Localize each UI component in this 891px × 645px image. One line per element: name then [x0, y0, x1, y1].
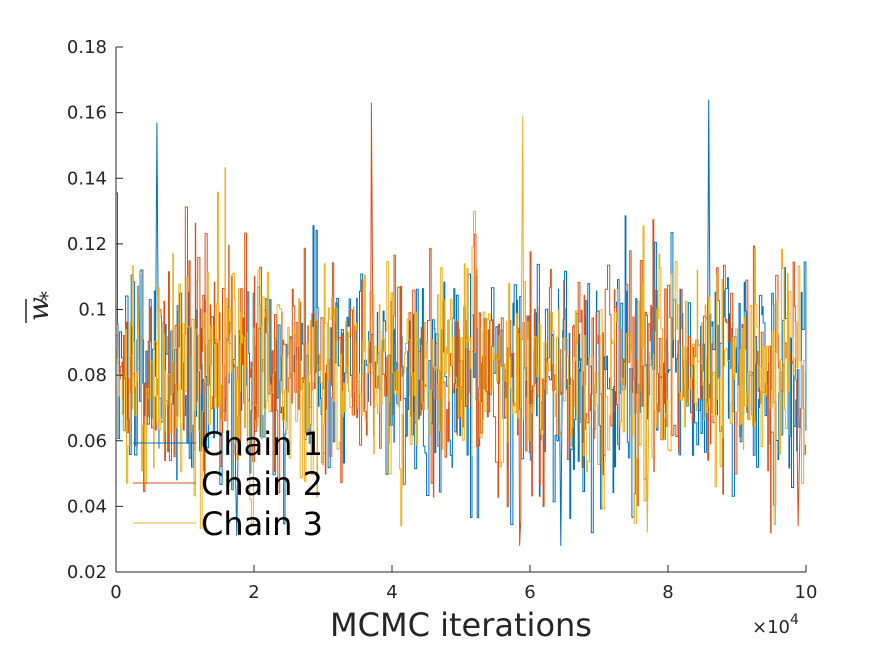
legend-label: Chain 2	[201, 465, 323, 503]
ticks: 0 2 4 6 8 10 0.02 0.04 0.06 0.08 0.1 0.12 0.14 0.16 0.…	[67, 37, 818, 603]
y-tick-label: 0.1	[78, 300, 107, 321]
y-tick-label: 0.06	[67, 431, 107, 452]
svg-text:*: *	[35, 291, 59, 301]
x-tick-label: 10	[795, 582, 818, 603]
y-axis-label: w *	[22, 291, 59, 323]
x-tick-label: 2	[248, 582, 259, 603]
series-line-chain-3	[116, 115, 806, 533]
y-tick-label: 0.04	[67, 496, 107, 517]
y-tick-label: 0.02	[67, 562, 107, 583]
legend-label: Chain 1	[201, 425, 323, 463]
svg-text:4: 4	[790, 612, 799, 628]
y-tick-label: 0.18	[67, 37, 107, 58]
x-tick-label: 8	[662, 582, 673, 603]
legend-label: Chain 3	[201, 505, 323, 543]
x-tick-label: 0	[110, 582, 121, 603]
svg-text:×10: ×10	[752, 617, 790, 638]
y-tick-label: 0.16	[67, 103, 107, 124]
x-axis-label: MCMC iterations	[330, 606, 592, 644]
y-tick-label: 0.14	[67, 168, 107, 189]
y-tick-label: 0.12	[67, 234, 107, 255]
plot-area	[116, 99, 807, 546]
y-tick-label: 0.08	[67, 365, 107, 386]
x-exponent-label: ×10 4	[752, 612, 799, 638]
x-tick-label: 6	[524, 582, 535, 603]
svg-text:w: w	[22, 297, 55, 321]
x-tick-label: 4	[386, 582, 397, 603]
